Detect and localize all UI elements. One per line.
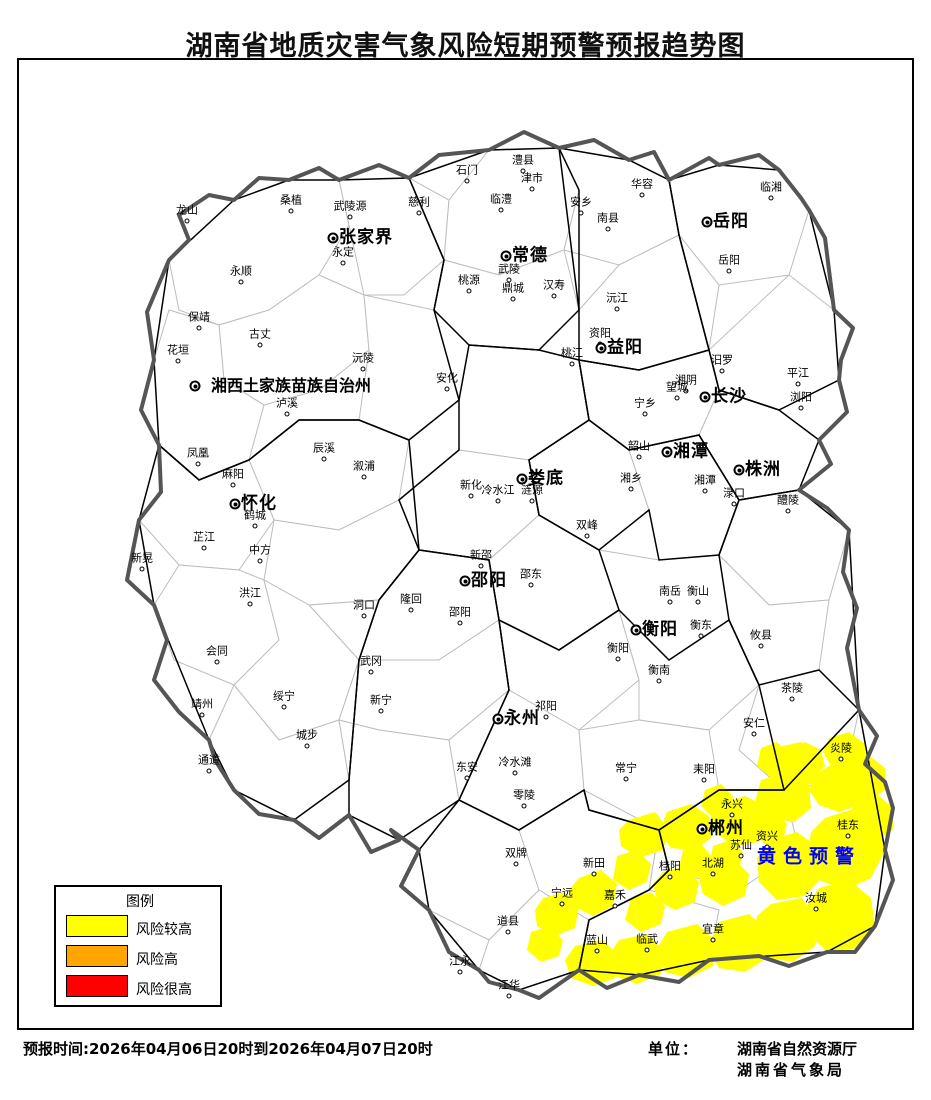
forecast-time-text: 预报时间:2026年04月06日20时到2026年04月07日20时: [23, 1040, 433, 1058]
province-boundary: [125, 130, 895, 1000]
unit-label: 单位：: [648, 1040, 700, 1058]
legend-label-1: 风险高: [136, 952, 178, 968]
legend-title: 图例: [126, 894, 154, 910]
footer: 预报时间:2026年04月06日20时到2026年04月07日20时 单位： 湖…: [0, 1032, 931, 1100]
unit-name-meteorological-bureau: 湖南省气象局: [737, 1061, 846, 1079]
unit-name-natural-resources: 湖南省自然资源厅: [737, 1040, 858, 1058]
county-boundaries: [138, 147, 860, 991]
map-frame: 龙山 桑植 武陵源 永定 慈利 石门 澧县 津市 临澧 安乡 华容 南县 临湘 岳阳 汨罗 湘阴 平江 永顺 保靖古…: [17, 58, 914, 1030]
legend-swatch-high-risk: [66, 945, 128, 967]
legend-label-2: 风险很高: [136, 982, 192, 998]
legend-label-0: 风险较高: [136, 922, 192, 938]
legend-row-1: 风险高: [66, 945, 216, 969]
prefecture-boundaries: [138, 147, 886, 991]
page-title: 湖南省地质灾害气象风险短期预警预报趋势图: [185, 31, 746, 62]
legend-swatch-high-risk-moderate: [66, 915, 128, 937]
hunan-province-map: [125, 130, 895, 1000]
legend-row-0: 风险较高: [66, 915, 216, 939]
legend-row-2: 风险很高: [66, 975, 216, 999]
legend-box: 图例 风险较高 风险高 风险很高: [54, 885, 222, 1007]
legend-swatch-very-high-risk: [66, 975, 128, 997]
